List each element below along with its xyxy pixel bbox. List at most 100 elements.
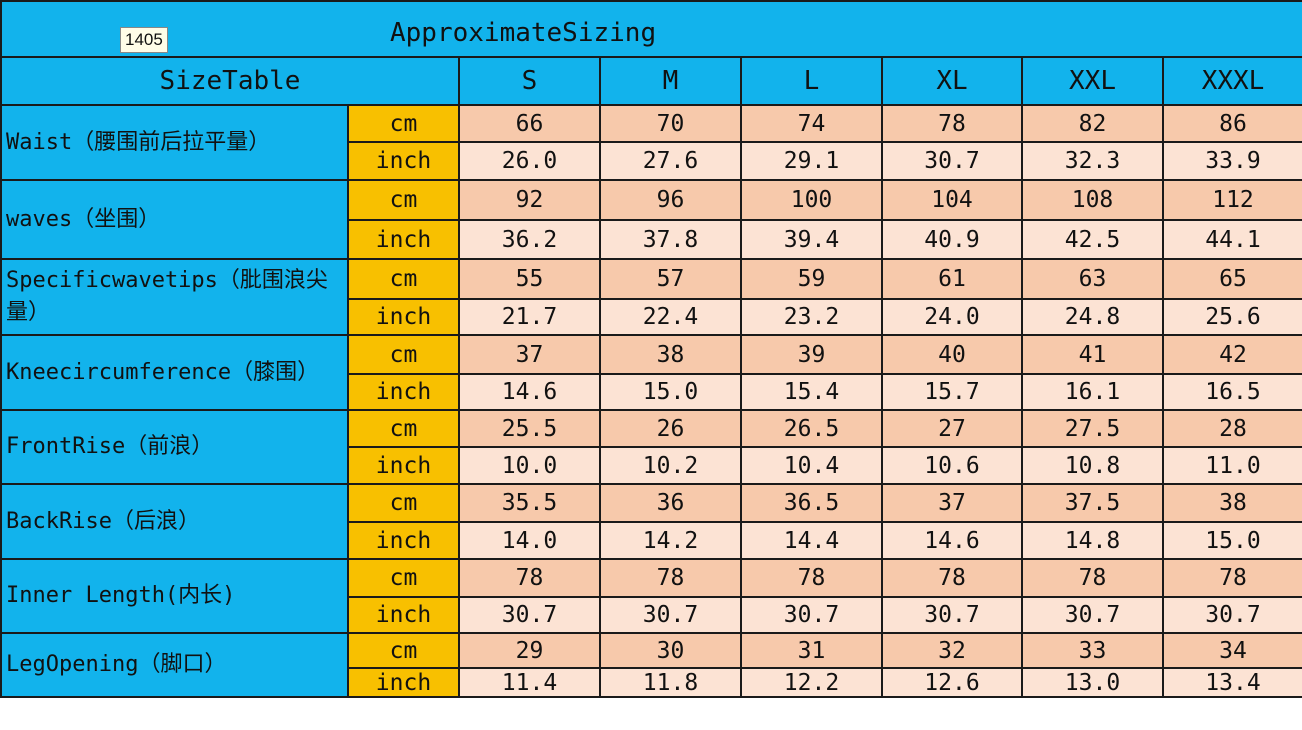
value-cell: 39.4 [740, 219, 883, 260]
value-cell: 57 [599, 258, 742, 300]
size-table: 1405 ApproximateSizing SizeTable S M L XL XX… [0, 0, 1302, 698]
value-cell: 30.7 [458, 596, 601, 634]
table-title: ApproximateSizing [390, 18, 657, 48]
value-cell: 44.1 [1162, 219, 1302, 260]
value-cell: 33.9 [1162, 141, 1302, 181]
value-cell: 36.2 [458, 219, 601, 260]
value-cell: 15.0 [1162, 521, 1302, 560]
value-cell: 66 [458, 104, 601, 143]
value-cell: 25.6 [1162, 298, 1302, 336]
value-cell: 10.8 [1021, 446, 1164, 485]
table-row: inch 14.0 14.2 14.4 14.6 14.8 15.0 [1, 521, 1302, 560]
title-cell: 1405 ApproximateSizing [0, 0, 1302, 58]
value-cell: 29 [458, 632, 601, 669]
value-cell: 12.6 [881, 667, 1023, 698]
measurement-label: waves（坐围） [0, 179, 349, 260]
table-row: waves（坐围） cm 92 96 100 104 108 112 [0, 179, 1302, 260]
unit-cm: cm [347, 104, 460, 143]
value-cell: 42 [1162, 334, 1302, 375]
header-size-m: M [599, 56, 742, 106]
value-cell: 41 [1021, 334, 1164, 375]
value-cell: 27.6 [599, 141, 742, 181]
value-cell: 37.5 [1021, 483, 1164, 523]
unit-inch: inch [347, 373, 460, 411]
table-row: Waist（腰围前后拉平量） cm 66 70 74 78 82 86 [0, 104, 1302, 181]
measurement-label: Kneecircumference（膝围） [0, 334, 349, 411]
value-cell: 32 [881, 632, 1023, 669]
value-cell: 29.1 [740, 141, 883, 181]
value-cell: 22.4 [599, 298, 742, 336]
value-cell: 15.0 [599, 373, 742, 411]
unit-inch: inch [347, 219, 460, 260]
value-cell: 96 [599, 179, 742, 221]
value-cell: 27 [881, 409, 1023, 448]
value-cell: 10.4 [740, 446, 883, 485]
value-cell: 37 [458, 334, 601, 375]
value-cell: 78 [458, 558, 601, 598]
value-cell: 92 [458, 179, 601, 221]
value-cell: 23.2 [740, 298, 883, 336]
value-cell: 28 [1162, 409, 1302, 448]
value-cell: 112 [1162, 179, 1302, 221]
value-cell: 35.5 [458, 483, 601, 523]
value-cell: 38 [1162, 483, 1302, 523]
unit-inch: inch [347, 521, 460, 560]
table-row: inch 30.7 30.7 30.7 30.7 30.7 30.7 [1, 596, 1302, 634]
value-cell: 55 [458, 258, 601, 300]
value-cell: 61 [881, 258, 1023, 300]
unit-cm: cm [347, 409, 460, 448]
value-cell: 13.0 [1021, 667, 1164, 698]
value-cell: 31 [740, 632, 883, 669]
table-row: LegOpening（脚口） cm 29 30 31 32 33 34 [0, 632, 1302, 698]
value-cell: 70 [599, 104, 742, 143]
value-cell: 14.0 [458, 521, 601, 560]
value-cell: 26 [599, 409, 742, 448]
value-cell: 86 [1162, 104, 1302, 143]
value-cell: 30.7 [881, 596, 1023, 634]
value-cell: 16.1 [1021, 373, 1164, 411]
value-cell: 38 [599, 334, 742, 375]
table-row: Kneecircumference（膝围） cm 37 38 39 40 41 42 [0, 334, 1302, 411]
value-cell: 30 [599, 632, 742, 669]
table-row: Specificwavetips（肶围浪尖量） cm 55 57 59 61 63 65 [0, 258, 1302, 336]
table-row: inch 21.7 22.4 23.2 24.0 24.8 25.6 [1, 298, 1302, 336]
value-cell: 78 [1162, 558, 1302, 598]
unit-inch: inch [347, 141, 460, 181]
value-cell: 40 [881, 334, 1023, 375]
unit-inch: inch [347, 596, 460, 634]
table-row: inch 26.0 27.6 29.1 30.7 32.3 33.9 [1, 141, 1302, 181]
value-cell: 14.2 [599, 521, 742, 560]
value-cell: 78 [881, 104, 1023, 143]
value-cell: 34 [1162, 632, 1302, 669]
id-badge: 1405 [120, 27, 168, 53]
header-size-xl: XL [881, 56, 1023, 106]
value-cell: 10.6 [881, 446, 1023, 485]
value-cell: 104 [881, 179, 1023, 221]
value-cell: 108 [1021, 179, 1164, 221]
table-row: inch 14.6 15.0 15.4 15.7 16.1 16.5 [1, 373, 1302, 411]
header-size-xxl: XXL [1021, 56, 1164, 106]
measurement-label: Inner Length(内长) [0, 558, 349, 634]
measurement-label: LegOpening（脚口） [0, 632, 349, 698]
table-row: FrontRise（前浪） cm 25.5 26 26.5 27 27.5 28 [0, 409, 1302, 485]
header-size-xxxl: XXXL [1162, 56, 1302, 106]
header-size-l: L [740, 56, 883, 106]
value-cell: 30.7 [599, 596, 742, 634]
header-size-table: SizeTable [0, 56, 460, 106]
table-row: inch 11.4 11.8 12.2 12.6 13.0 13.4 [1, 667, 1302, 698]
unit-cm: cm [347, 632, 460, 669]
table-row: inch 10.0 10.2 10.4 10.6 10.8 11.0 [1, 446, 1302, 485]
value-cell: 14.6 [881, 521, 1023, 560]
value-cell: 21.7 [458, 298, 601, 336]
value-cell: 74 [740, 104, 883, 143]
value-cell: 37 [881, 483, 1023, 523]
value-cell: 14.8 [1021, 521, 1164, 560]
unit-cm: cm [347, 179, 460, 221]
unit-inch: inch [347, 446, 460, 485]
value-cell: 10.0 [458, 446, 601, 485]
unit-inch: inch [347, 667, 460, 698]
value-cell: 26.5 [740, 409, 883, 448]
value-cell: 33 [1021, 632, 1164, 669]
measurement-label: Specificwavetips（肶围浪尖量） [0, 258, 349, 336]
value-cell: 36.5 [740, 483, 883, 523]
